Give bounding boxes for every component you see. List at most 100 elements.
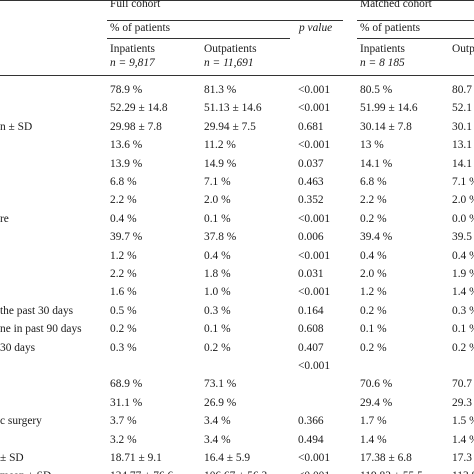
outpatients-matched-cell: 0.3 % <box>452 304 474 317</box>
inpatients-matched-cell: 0.2 % <box>360 341 387 354</box>
outpatients-full-cell: 81.3 % <box>204 84 237 96</box>
pct-matched-rule <box>357 38 474 39</box>
inpatients-matched-cell: 13 % <box>360 139 384 152</box>
outpatients-full-cell: 1.8 % <box>204 268 231 280</box>
p-value-cell: <0.001 <box>298 139 331 152</box>
row-label: the past 30 days <box>0 304 74 317</box>
outpatients-matched-cell: 0.0 % <box>452 212 474 225</box>
row-label: mean ± SD <box>0 470 51 474</box>
outpatients-full-cell: 3.4 % <box>204 415 231 428</box>
row-label: n ± SD <box>0 120 33 133</box>
p-value-cell: 0.681 <box>298 120 324 133</box>
header-bottom-rule <box>0 75 474 76</box>
outpatients-matched-cell: 0.1 % <box>452 323 474 336</box>
pct-patients-full: % of patients <box>110 22 171 34</box>
outpatients-matched-cell: 30.1 <box>452 120 472 133</box>
p-value-cell: <0.001 <box>298 452 331 464</box>
row-label: re <box>0 212 9 225</box>
matched-cohort-rule <box>357 20 474 21</box>
outpatients-matched-cell: 70.7 <box>452 378 472 391</box>
inpatients-full-cell: 29.98 ± 7.8 <box>110 120 162 133</box>
inpatients-matched-cell: 0.2 % <box>360 212 387 225</box>
outpatients-matched-cell: 1.9 % <box>452 268 474 280</box>
p-value-cell: 0.463 <box>298 176 324 188</box>
outpatients-full-cell: 1.0 % <box>204 286 231 299</box>
inpatients-full-cell: 3.2 % <box>110 433 137 446</box>
outpatients-matched-cell: 7.1 % <box>452 176 474 188</box>
inpatients-matched-heading: Inpatients <box>360 43 405 55</box>
p-value-heading: p value <box>299 22 333 34</box>
full-cohort-rule <box>107 20 343 21</box>
inpatients-matched-cell: 1.4 % <box>360 433 387 446</box>
p-value-cell: <0.001 <box>298 102 331 115</box>
inpatients-matched-cell: 2.2 % <box>360 194 387 207</box>
outpatients-matched-cell: 52.1 <box>452 102 472 115</box>
outpatients-full-cell: 16.4 ± 5.9 <box>204 452 251 464</box>
p-value-cell: 0.031 <box>298 268 324 280</box>
inpatients-full-cell: 1.2 % <box>110 249 137 262</box>
inpatients-full-cell: 2.2 % <box>110 268 137 280</box>
outpatients-full-cell: 51.13 ± 14.6 <box>204 102 262 115</box>
inpatients-full-cell: 0.2 % <box>110 323 137 336</box>
p-value-cell: 0.366 <box>298 415 324 428</box>
pct-patients-matched: % of patients <box>360 22 421 34</box>
outpatients-matched-cell: 29.3 <box>452 396 472 409</box>
row-label: ± SD <box>0 452 24 464</box>
inpatients-matched-cell: 119.82 ± 55.5 <box>360 470 423 474</box>
outpatients-matched-cell: 39.5 <box>452 231 472 244</box>
inpatients-full-cell: 6.8 % <box>110 176 137 188</box>
inpatients-full-cell: 31.1 % <box>110 396 143 409</box>
p-value-cell: 0.494 <box>298 433 324 446</box>
inpatients-full-cell: 52.29 ± 14.8 <box>110 102 168 115</box>
outpatients-matched-cell: 13.1 <box>452 139 472 152</box>
outpatients-matched-cell: 17.3 <box>452 452 472 464</box>
inpatients-matched-cell: 14.1 % <box>360 157 393 170</box>
inpatients-full-heading: Inpatients <box>110 43 155 55</box>
outpatients-matched-cell: 0.4 % <box>452 249 474 262</box>
row-label: c surgery <box>0 415 42 428</box>
p-value-cell: <0.001 <box>298 212 331 225</box>
outpatients-full-cell: 7.1 % <box>204 176 231 188</box>
pct-full-rule <box>107 38 290 39</box>
inpatients-full-cell: 13.9 % <box>110 157 143 170</box>
inpatients-matched-cell: 2.0 % <box>360 268 387 280</box>
outpatients-matched-cell: 80.7 <box>452 84 472 96</box>
inpatients-matched-cell: 30.14 ± 7.8 <box>360 120 412 133</box>
inpatients-full-cell: 3.7 % <box>110 415 137 428</box>
outpatients-full-cell: 37.8 % <box>204 231 237 244</box>
outpatients-full-cell: 0.3 % <box>204 304 231 317</box>
outpatients-matched-cell: 2.0 % <box>452 194 474 207</box>
inpatients-matched-cell: 80.5 % <box>360 84 393 96</box>
p-value-cell: <0.001 <box>298 286 331 299</box>
outpatients-matched-cell: 0.2 % <box>452 341 474 354</box>
outpatients-full-cell: 0.1 % <box>204 212 231 225</box>
inpatients-matched-cell: 0.4 % <box>360 249 387 262</box>
outpatients-full-cell: 2.0 % <box>204 194 231 207</box>
inpatients-full-cell: 39.7 % <box>110 231 143 244</box>
inpatients-matched-cell: 0.2 % <box>360 304 387 317</box>
p-value-cell: <0.001 <box>298 249 331 262</box>
inpatients-matched-cell: 1.2 % <box>360 286 387 299</box>
p-value-cell: 0.352 <box>298 194 324 207</box>
inpatients-matched-cell: 0.1 % <box>360 323 387 336</box>
p-value-cell: <0.001 <box>298 84 331 96</box>
outpatients-full-cell: 0.4 % <box>204 249 231 262</box>
inpatients-matched-cell: 39.4 % <box>360 231 393 244</box>
inpatients-matched-cell: 6.8 % <box>360 176 387 188</box>
inpatients-full-count: n = 9,817 <box>110 57 155 69</box>
p-value-cell: 0.608 <box>298 323 324 336</box>
outpatients-full-cell: 0.2 % <box>204 341 231 354</box>
row-label: 30 days <box>0 341 36 354</box>
inpatients-matched-cell: 51.99 ± 14.6 <box>360 102 418 115</box>
p-value-cell: <0.001 <box>298 360 331 372</box>
p-value-cell: 0.407 <box>298 341 324 354</box>
row-label: ne in past 90 days <box>0 323 82 336</box>
outpatients-full-cell: 29.94 ± 7.5 <box>204 120 256 133</box>
p-value-cell: <0.001 <box>298 470 330 474</box>
inpatients-full-cell: 13.6 % <box>110 139 143 152</box>
inpatients-full-cell: 2.2 % <box>110 194 137 207</box>
inpatients-full-cell: 134.77 ± 76.6 <box>110 470 173 474</box>
inpatients-full-cell: 18.71 ± 9.1 <box>110 452 162 464</box>
inpatients-matched-cell: 70.6 % <box>360 378 393 391</box>
